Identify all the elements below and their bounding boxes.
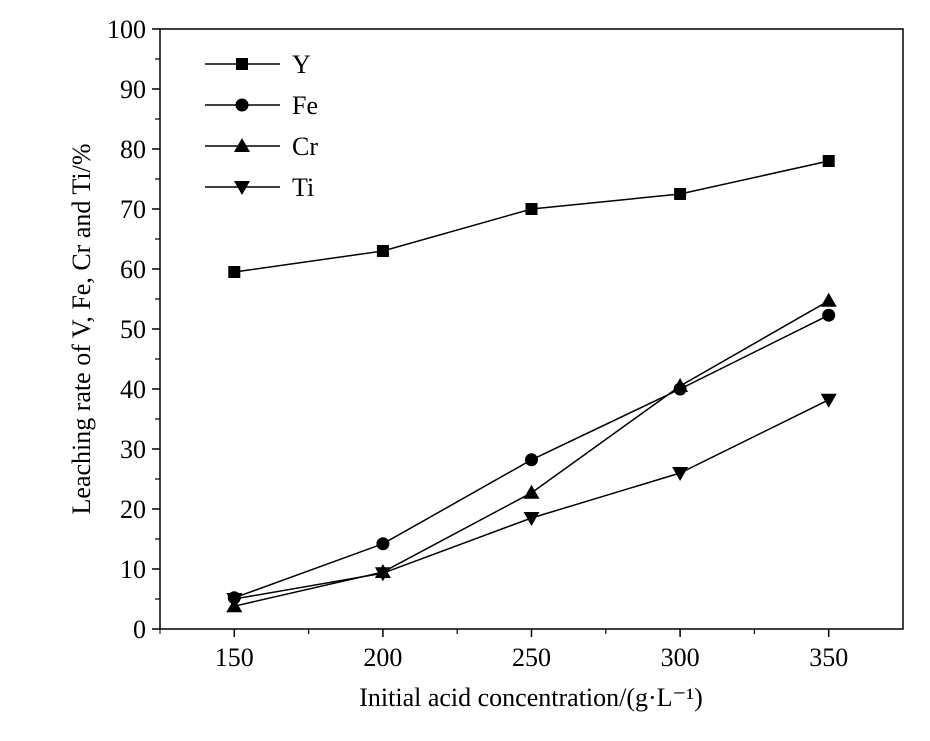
- data-point-cr: [523, 484, 540, 499]
- x-axis-label: Initial acid concentration/(g·L⁻¹): [359, 683, 702, 712]
- legend-label-ti: Ti: [292, 173, 314, 202]
- legend-marker-cr: [234, 138, 250, 152]
- legend-marker-y: [236, 58, 248, 70]
- data-point-cr: [672, 378, 689, 392]
- data-point-y: [525, 203, 538, 215]
- legend-label-fe: Fe: [292, 91, 318, 120]
- data-point-fe: [525, 453, 538, 467]
- data-point-cr: [820, 292, 837, 307]
- series-line-y: [234, 160, 829, 273]
- y-tick-label: 0: [133, 615, 146, 644]
- y-tick-label: 100: [107, 15, 146, 44]
- y-tick-label: 60: [120, 255, 146, 284]
- y-tick-label: 50: [120, 315, 146, 344]
- data-point-fe: [822, 308, 836, 322]
- legend-label-y: Y: [292, 50, 311, 79]
- data-point-y: [822, 155, 835, 167]
- y-tick-label: 90: [120, 75, 146, 104]
- legend-marker-fe: [235, 98, 249, 112]
- x-tick-label: 250: [512, 643, 551, 672]
- x-tick-label: 300: [661, 643, 700, 672]
- legend: Y Fe Cr Ti: [205, 50, 318, 202]
- data-point-y: [376, 245, 389, 257]
- y-tick-label: 10: [120, 555, 146, 584]
- y-tick-label: 30: [120, 435, 146, 464]
- axes: 150 200 250 300 350 0 10 20 30 40 50 60 70 80 90 100: [107, 15, 904, 672]
- data-point-fe: [376, 537, 390, 551]
- data-point-y: [228, 266, 241, 278]
- y-axis-label: Leaching rate of V, Fe, Cr and Ti/%: [67, 144, 96, 515]
- data-point-ti: [226, 593, 243, 607]
- data-point-ti: [820, 393, 837, 408]
- series-line-ti: [234, 399, 830, 600]
- data-point-ti: [374, 567, 391, 582]
- y-tick-label: 80: [120, 135, 146, 164]
- plot-frame: [159, 28, 904, 630]
- x-tick-label: 150: [215, 643, 254, 672]
- y-tick-label: 40: [120, 375, 146, 404]
- data-point-ti: [672, 467, 689, 481]
- data-point-ti: [523, 512, 540, 526]
- legend-label-cr: Cr: [292, 132, 318, 161]
- data-point-y: [674, 188, 687, 200]
- plot-marks: [226, 155, 837, 613]
- x-tick-label: 350: [809, 643, 848, 672]
- y-tick-label: 70: [120, 195, 146, 224]
- x-tick-label: 200: [363, 643, 402, 672]
- legend-marker-ti: [234, 181, 250, 195]
- y-tick-label: 20: [120, 495, 146, 524]
